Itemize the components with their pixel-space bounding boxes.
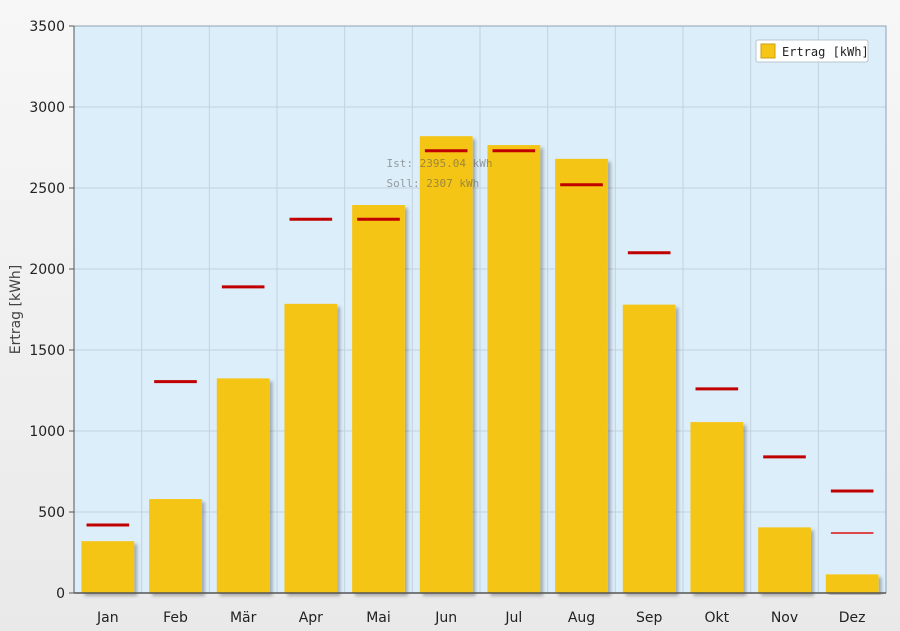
x-tick-label: Nov bbox=[771, 610, 798, 626]
bar-mai bbox=[352, 205, 405, 593]
legend-label: Ertrag [kWh] bbox=[782, 45, 869, 59]
x-tick-label: Dez bbox=[839, 610, 866, 626]
y-tick-label: 0 bbox=[56, 586, 65, 602]
x-tick-label: Okt bbox=[705, 610, 730, 626]
grid bbox=[73, 25, 887, 594]
y-tick-label: 1000 bbox=[29, 424, 65, 440]
bar-dez bbox=[825, 574, 879, 593]
x-tick-label: Mai bbox=[366, 610, 391, 626]
y-tick-label: 500 bbox=[38, 505, 65, 521]
legend-box bbox=[755, 39, 869, 63]
bar-nov bbox=[758, 527, 811, 593]
bar-feb bbox=[149, 499, 202, 593]
legend: Ertrag [kWh] bbox=[755, 39, 869, 63]
bar-jun bbox=[419, 136, 473, 593]
bar-jul bbox=[487, 145, 541, 593]
x-tick-label: Apr bbox=[299, 610, 323, 626]
x-tick-label: Jul bbox=[504, 610, 522, 626]
x-tick-label: Feb bbox=[163, 610, 188, 626]
bars bbox=[81, 136, 879, 593]
tooltip: Ist: 2395.04 kWh Soll: 2307 kWh bbox=[387, 157, 493, 190]
y-axis-title: Ertrag [kWh] bbox=[8, 265, 24, 355]
legend-swatch bbox=[760, 43, 776, 59]
x-tick-label: Sep bbox=[636, 610, 663, 626]
x-tick-label: Jun bbox=[434, 610, 457, 626]
y-tick-label: 1500 bbox=[29, 343, 65, 359]
axes: 0 500 1000 1500 2000 2500 3000 3500 Jan Feb Mär Apr… bbox=[8, 19, 887, 626]
bar-apr bbox=[284, 303, 338, 593]
y-tick-label: 3000 bbox=[29, 100, 65, 116]
bar-jan bbox=[81, 541, 135, 593]
y-tick-label: 3500 bbox=[29, 19, 65, 35]
bar-mär bbox=[216, 378, 270, 593]
y-tick-label: 2500 bbox=[29, 181, 65, 197]
x-tick-label: Jan bbox=[96, 610, 119, 626]
x-tick-label: Mär bbox=[230, 610, 257, 626]
x-tick-label: Aug bbox=[568, 610, 595, 626]
bar-aug bbox=[555, 158, 608, 593]
tooltip-soll: Soll: 2307 kWh bbox=[387, 177, 480, 190]
bar-sep bbox=[622, 304, 676, 593]
tooltip-ist: Ist: 2395.04 kWh bbox=[387, 157, 493, 170]
target-markers bbox=[86, 149, 874, 534]
y-tick-label: 2000 bbox=[29, 262, 65, 278]
bar-okt bbox=[690, 422, 744, 593]
